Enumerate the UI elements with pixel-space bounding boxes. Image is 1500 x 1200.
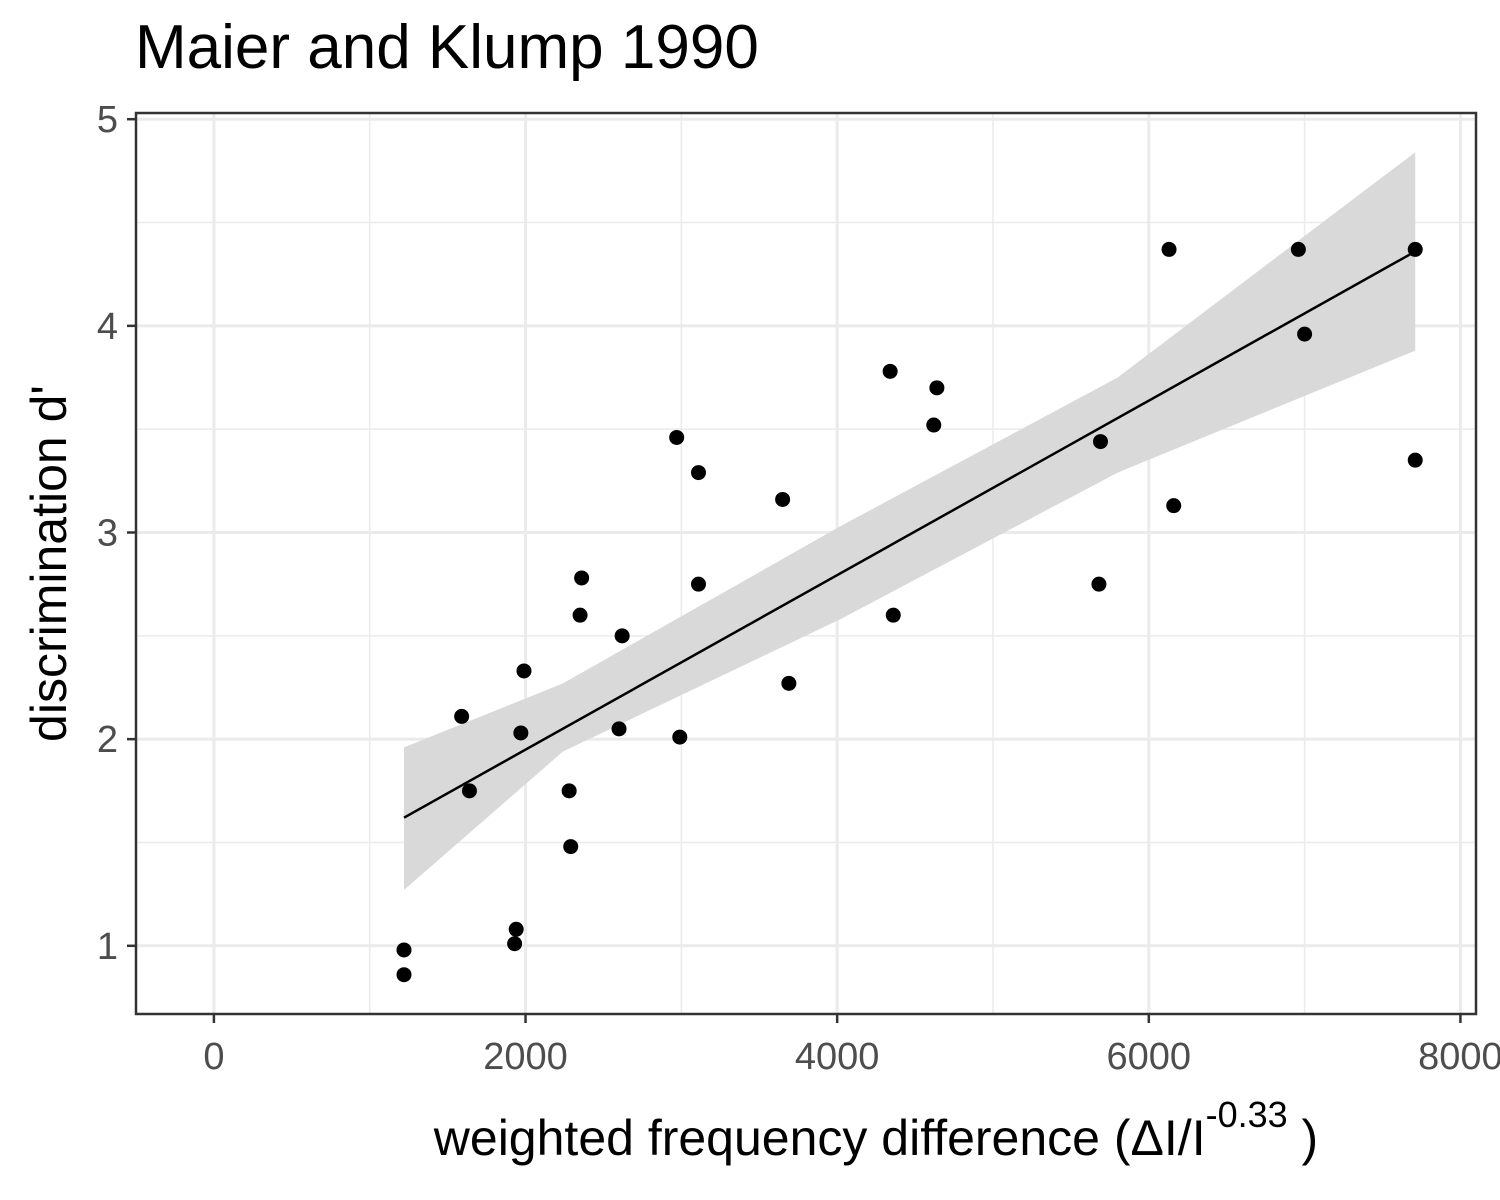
confidence-band (404, 152, 1416, 891)
y-tick-label: 2 (97, 719, 118, 761)
data-point (561, 783, 577, 799)
data-point (396, 942, 412, 958)
x-axis-title: weighted frequency difference (ΔI/I-0.33… (433, 1094, 1318, 1166)
data-point (775, 491, 791, 507)
data-points (396, 241, 1423, 983)
data-point (1161, 241, 1177, 257)
y-tick-label: 3 (97, 513, 118, 555)
data-point (507, 936, 523, 952)
data-point (1290, 241, 1306, 257)
y-tick-label: 1 (97, 926, 118, 968)
data-point (614, 628, 630, 644)
y-axis-ticks: 1 2 3 4 5 (97, 99, 136, 968)
x-axis-title-superscript: -0.33 (1206, 1094, 1288, 1135)
x-tick-label: 6000 (1107, 1036, 1192, 1078)
data-point (1091, 576, 1107, 592)
data-point (1297, 326, 1313, 342)
x-axis-ticks: 0 2000 4000 6000 8000 (203, 1014, 1500, 1078)
data-point (926, 417, 942, 433)
y-tick-label: 5 (97, 99, 118, 141)
x-axis-title-main: weighted frequency difference (ΔI/I (433, 1110, 1206, 1166)
data-point (929, 380, 945, 396)
data-point (611, 721, 627, 737)
data-point (1407, 452, 1423, 468)
data-point (669, 429, 685, 445)
data-point (563, 839, 579, 855)
data-point (1407, 241, 1423, 257)
data-point (574, 570, 590, 586)
data-point (396, 967, 412, 983)
data-point (781, 675, 797, 691)
x-tick-label: 8000 (1418, 1036, 1500, 1078)
data-point (885, 607, 901, 623)
data-point (672, 729, 688, 745)
data-point (516, 663, 532, 679)
data-point (1092, 434, 1108, 450)
data-point (690, 576, 706, 592)
data-point (1166, 498, 1182, 514)
x-axis-title-close: ) (1288, 1110, 1319, 1166)
regression-line (403, 250, 1416, 819)
data-point (508, 921, 524, 937)
x-tick-label: 4000 (795, 1036, 880, 1078)
data-point (513, 725, 529, 741)
data-point (882, 363, 898, 379)
data-point (572, 607, 588, 623)
panel-border (134, 111, 1478, 1016)
y-tick-label: 4 (97, 306, 118, 348)
x-tick-label: 2000 (483, 1036, 568, 1078)
chart-title: Maier and Klump 1990 (135, 13, 759, 82)
data-point (690, 465, 706, 481)
data-point (454, 708, 470, 724)
data-point (461, 783, 477, 799)
x-tick-label: 0 (203, 1036, 224, 1078)
y-axis-title: discrimination d' (21, 385, 77, 742)
